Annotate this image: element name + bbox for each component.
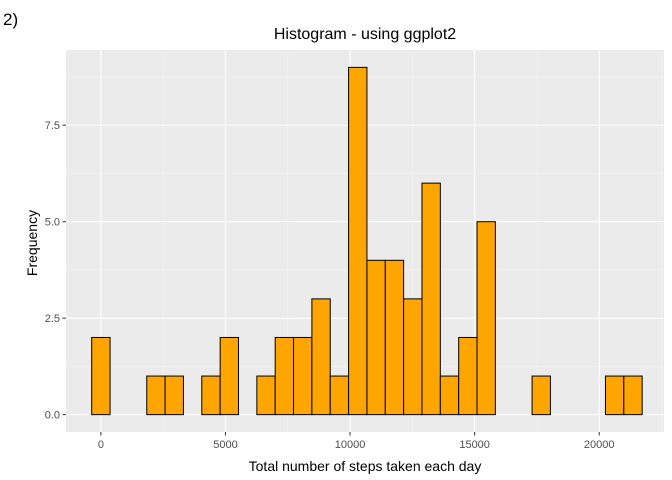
histogram-bar <box>623 375 643 416</box>
histogram-bar <box>146 375 166 416</box>
histogram-bar <box>201 375 221 416</box>
y-tick-label: 7.5 <box>45 120 60 132</box>
histogram-bar <box>256 375 276 416</box>
histogram-bar <box>476 221 496 416</box>
histogram-bar <box>274 336 295 416</box>
histogram-bar <box>329 375 350 416</box>
histogram-bar <box>403 298 423 416</box>
histogram-bar <box>219 336 239 416</box>
histogram-bar <box>366 259 386 416</box>
y-axis: 0.0 2.5 5.0 7.5 <box>45 120 66 422</box>
histogram-bar <box>293 336 313 416</box>
histogram-bar <box>164 375 184 416</box>
x-tick-label: 0 <box>98 439 104 451</box>
x-axis-title: Total number of steps taken each day <box>249 458 482 474</box>
x-tick-label: 5000 <box>213 439 237 451</box>
chart-title: Histogram - using ggplot2 <box>274 26 456 43</box>
histogram-bar <box>91 336 111 416</box>
x-tick-label: 15000 <box>459 439 490 451</box>
panel-label: 2) <box>3 10 18 29</box>
y-tick-label: 0.0 <box>45 410 60 422</box>
y-tick-label: 5.0 <box>45 217 60 229</box>
y-tick-label: 2.5 <box>45 313 60 325</box>
x-tick-label: 20000 <box>584 439 615 451</box>
histogram-bar <box>458 336 478 416</box>
histogram-bar <box>604 375 625 416</box>
histogram-bar <box>439 375 460 416</box>
histogram-bar <box>311 298 331 416</box>
x-tick-label: 10000 <box>335 439 366 451</box>
x-axis: 0 5000 10000 15000 20000 <box>98 432 615 451</box>
histogram-bar <box>384 259 405 416</box>
y-axis-title: Frequency <box>24 210 40 276</box>
histogram-bars <box>91 66 643 416</box>
histogram-bar <box>421 182 441 416</box>
histogram-bar <box>531 375 551 416</box>
histogram-bar <box>348 66 368 416</box>
